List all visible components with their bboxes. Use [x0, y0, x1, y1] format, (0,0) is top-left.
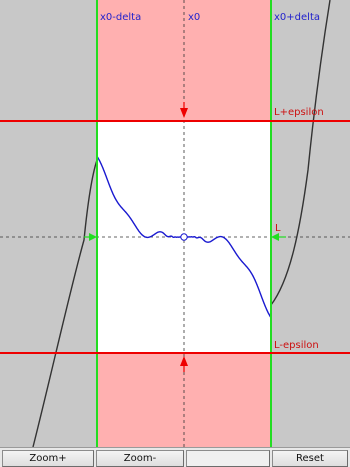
toolbar: Zoom+ Zoom- Reset: [0, 447, 350, 467]
limit-point[interactable]: [180, 233, 188, 241]
delta-left-arrow[interactable]: [84, 233, 97, 241]
function-curve-left: [32, 159, 98, 447]
delta-right-arrow[interactable]: [271, 233, 286, 241]
x0-label: x0: [188, 12, 200, 23]
l-label: L: [275, 223, 281, 234]
l-plus-epsilon-label: L+epsilon: [274, 107, 324, 118]
x0-plus-delta-label: x0+delta: [274, 12, 320, 23]
zoom-in-button[interactable]: Zoom+: [2, 450, 94, 467]
reset-button[interactable]: Reset: [272, 450, 348, 467]
x0-minus-delta-label: x0-delta: [100, 12, 141, 23]
toolbar-spacer: [186, 450, 270, 467]
l-minus-epsilon-label: L-epsilon: [274, 340, 319, 351]
epsilon-top-arrow[interactable]: [180, 102, 188, 118]
plot-area[interactable]: x0-delta x0 x0+delta L+epsilon L L-epsil…: [0, 0, 350, 447]
epsilon-bottom-arrow[interactable]: [180, 356, 188, 372]
function-curve-right: [270, 0, 331, 306]
zoom-out-button[interactable]: Zoom-: [96, 450, 184, 467]
